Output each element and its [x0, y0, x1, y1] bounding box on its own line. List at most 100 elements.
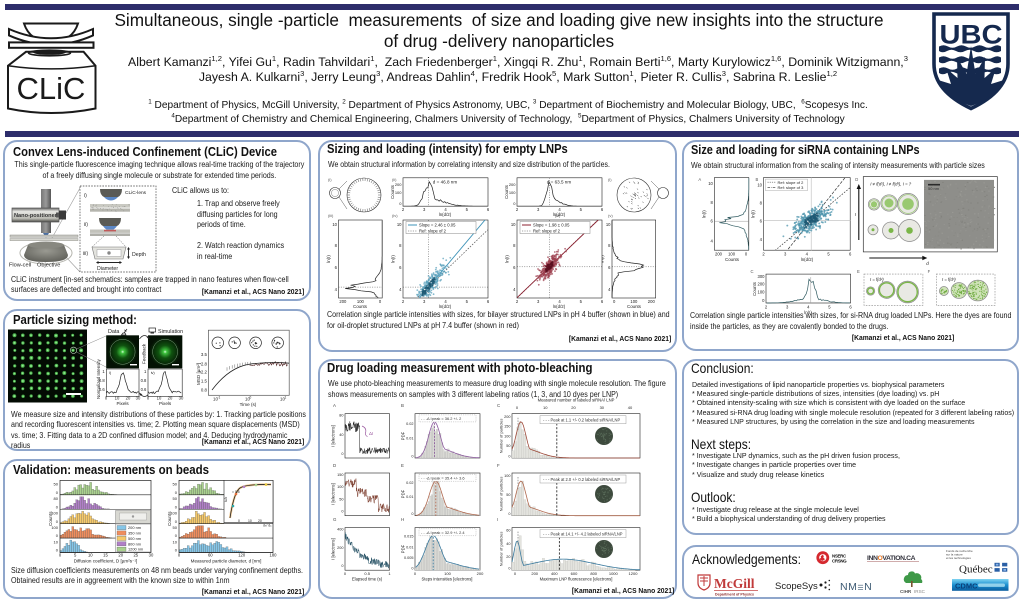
- svg-text:ln(I): ln(I): [505, 255, 510, 263]
- svg-text:0.8: 0.8: [201, 388, 208, 393]
- svg-text:600: 600: [571, 571, 578, 576]
- svg-text:0.01: 0.01: [406, 437, 413, 441]
- svg-text:0: 0: [175, 505, 178, 510]
- svg-text:ln(I): ln(I): [391, 255, 396, 263]
- svg-text:4: 4: [399, 287, 402, 292]
- svg-text:1: 1: [285, 396, 287, 400]
- svg-text:50: 50: [173, 482, 178, 487]
- svg-text:- - - Peak at 14.1 +/- 4.2 lab: - - - Peak at 14.1 +/- 4.2 labeled siRNA…: [543, 531, 623, 536]
- svg-text:0: 0: [508, 512, 510, 516]
- svg-text:Slope = 1.98 ± 0.05: Slope = 1.98 ± 0.05: [533, 223, 570, 228]
- svg-text:Counts: Counts: [167, 511, 172, 526]
- svg-text:Steps intensities [electrons]: Steps intensities [electrons]: [422, 577, 473, 582]
- svg-text:50: 50: [506, 444, 510, 448]
- svg-text:- - -Δ I peak = 36.2 +/- 2: - - -Δ I peak = 36.2 +/- 2: [421, 416, 461, 421]
- svg-text:1200: 1200: [629, 571, 639, 576]
- svg-text:25: 25: [133, 553, 138, 558]
- svg-text:4: 4: [711, 238, 714, 243]
- svg-text:ΔI: ΔI: [369, 431, 373, 436]
- svg-text:0: 0: [341, 564, 343, 568]
- svg-text:200: 200: [758, 282, 766, 287]
- svg-text:0: 0: [59, 553, 62, 558]
- svg-text:350 nm: 350 nm: [128, 531, 141, 536]
- svg-text:0.6: 0.6: [141, 387, 147, 392]
- svg-text:B: B: [401, 403, 404, 408]
- svg-text:100: 100: [395, 190, 402, 195]
- svg-text:0: 0: [341, 452, 343, 456]
- svg-text:200: 200: [337, 546, 343, 550]
- svg-text:6: 6: [601, 299, 604, 304]
- svg-text:= 0.5: = 0.5: [232, 490, 240, 494]
- svg-text:0: 0: [178, 553, 181, 558]
- svg-text:8: 8: [335, 243, 338, 248]
- svg-text:1200 nm: 1200 nm: [128, 547, 143, 552]
- svg-text:8: 8: [608, 243, 611, 248]
- svg-text:ln(d/2): ln(d/2): [801, 257, 814, 262]
- svg-text:6: 6: [601, 207, 604, 212]
- svg-text:Objective: Objective: [37, 263, 60, 269]
- svg-text:0: 0: [508, 567, 510, 571]
- svg-text:2: 2: [762, 252, 765, 257]
- svg-text:5: 5: [580, 299, 583, 304]
- svg-text:(iii): (iii): [328, 213, 334, 218]
- svg-text:400: 400: [337, 528, 343, 532]
- svg-text:Diffusion coefficient, D [µm²s: Diffusion coefficient, D [µm²s⁻¹]: [74, 559, 138, 564]
- svg-text:0: 0: [399, 201, 402, 206]
- svg-text:40: 40: [628, 405, 633, 410]
- svg-text:0: 0: [411, 567, 413, 571]
- svg-text:C: C: [751, 269, 754, 274]
- svg-text:0.01: 0.01: [406, 495, 413, 499]
- svg-text:50 nm: 50 nm: [928, 186, 940, 191]
- svg-text:0: 0: [250, 396, 252, 400]
- svg-text:2: 2: [516, 207, 519, 212]
- svg-text:Time (s): Time (s): [240, 402, 257, 407]
- svg-text:d = 63.5 nm: d = 63.5 nm: [547, 179, 572, 184]
- svg-text:30: 30: [136, 396, 141, 401]
- svg-text:1: 1: [388, 571, 391, 576]
- svg-text:- - - Peak at 1.1 +/- 0.2 labe: - - - Peak at 1.1 +/- 0.2 labeled siRNA/…: [543, 418, 621, 423]
- svg-text:2: 2: [516, 299, 519, 304]
- svg-text:30: 30: [149, 553, 154, 558]
- svg-text:0: 0: [341, 510, 343, 514]
- svg-text:Maximum LNP fluorescence [elec: Maximum LNP fluorescence [electrons]: [540, 577, 613, 582]
- svg-text:0: 0: [56, 490, 59, 495]
- svg-text:8: 8: [513, 243, 516, 248]
- svg-text:ln(d/2): ln(d/2): [439, 304, 452, 309]
- svg-text:800 nm: 800 nm: [128, 541, 141, 546]
- svg-text:3: 3: [423, 299, 426, 304]
- svg-text:6: 6: [399, 265, 402, 270]
- svg-text:1: 1: [144, 369, 147, 374]
- svg-text:ln(I): ln(I): [751, 210, 756, 218]
- svg-text:ln(I): ln(I): [701, 210, 706, 218]
- svg-text:Diameter: Diameter: [97, 266, 118, 272]
- svg-text:- - -Δ I peak = 35.4 +/- 3.6: - - -Δ I peak = 35.4 +/- 3.6: [421, 475, 465, 480]
- svg-text:Simulation: Simulation: [158, 329, 183, 335]
- svg-text:UBC: UBC: [940, 20, 1003, 50]
- svg-text:4: 4: [760, 237, 763, 242]
- svg-text:iii): iii): [83, 251, 88, 257]
- svg-text:Counts: Counts: [627, 304, 642, 309]
- svg-text:Elapsed time (s): Elapsed time (s): [352, 577, 383, 582]
- svg-text:50: 50: [173, 496, 178, 501]
- svg-text:Flow-cell: Flow-cell: [9, 263, 31, 269]
- svg-text:Number of particles: Number of particles: [499, 477, 504, 512]
- svg-text:10: 10: [543, 405, 548, 410]
- svg-text:Pixels: Pixels: [159, 401, 172, 406]
- svg-text:ln(d/2): ln(d/2): [553, 304, 566, 309]
- svg-text:i): i): [84, 193, 87, 199]
- svg-text:6: 6: [608, 265, 611, 270]
- svg-text:0: 0: [175, 490, 178, 495]
- svg-text:I [electrons]: I [electrons]: [331, 538, 336, 560]
- svg-text:- - -Δ I peak = 32.9 +/- 2.4: - - -Δ I peak = 32.9 +/- 2.4: [421, 530, 465, 535]
- svg-text:50: 50: [339, 498, 343, 502]
- svg-text:200: 200: [715, 252, 723, 257]
- svg-text:200: 200: [339, 299, 347, 304]
- svg-text:0.5: 0.5: [364, 571, 370, 576]
- svg-text:0.01: 0.01: [406, 545, 413, 549]
- svg-text:A: A: [333, 403, 336, 408]
- svg-text:dₖ/ dₐ: dₖ/ dₐ: [263, 524, 272, 528]
- svg-text:6: 6: [335, 265, 338, 270]
- svg-text:800: 800: [590, 571, 597, 576]
- svg-text:0: 0: [56, 505, 59, 510]
- svg-text:5: 5: [828, 305, 831, 310]
